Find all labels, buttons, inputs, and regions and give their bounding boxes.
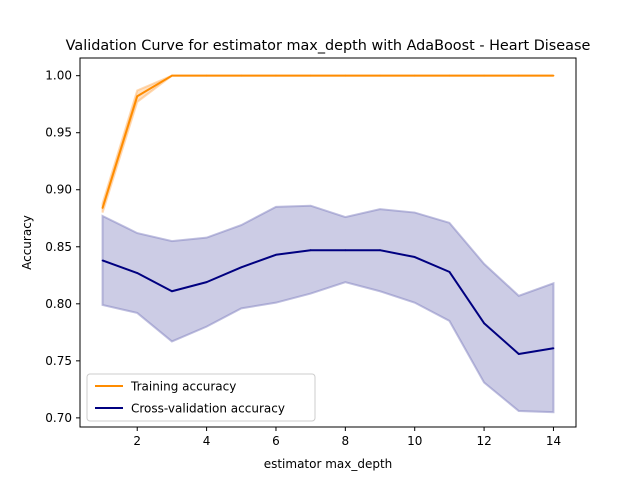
point-cross-validation-accuracy [448,270,451,273]
x-tick-label: 10 [407,434,422,448]
point-training-accuracy [101,207,104,209]
point-training-accuracy [240,74,243,77]
x-tick-label: 8 [342,434,350,448]
y-tick-label: 0.75 [45,354,72,368]
point-cross-validation-accuracy [517,353,520,355]
point-cross-validation-accuracy [136,272,139,274]
point-cross-validation-accuracy [275,253,277,256]
y-axis: 0.70 0.75 0.80 0.85 0.90 0.95 1.00 [45,69,80,425]
x-tick-label: 4 [203,434,211,448]
point-cross-validation-accuracy [309,249,312,252]
band-cross-validation-accuracy [101,204,555,414]
point-training-accuracy [379,74,381,77]
x-tick-label: 2 [133,434,141,448]
plot-area [101,74,555,414]
point-training-accuracy [483,74,485,77]
point-cross-validation-accuracy [379,249,381,252]
legend-box [86,373,316,422]
y-tick-label: 0.95 [45,126,72,140]
y-tick-label: 0.85 [45,240,72,254]
point-cross-validation-accuracy [171,290,173,293]
point-cross-validation-accuracy [344,249,347,252]
y-tick-label: 0.90 [45,183,72,197]
legend-label-training: Training accuracy [130,380,236,394]
point-training-accuracy [275,74,277,77]
point-training-accuracy [413,74,416,77]
x-axis: 2 4 6 8 10 12 14 [133,427,561,448]
point-cross-validation-accuracy [101,259,104,262]
y-tick-label: 0.80 [45,297,72,311]
y-axis-label: Accuracy [20,215,34,270]
point-training-accuracy [552,74,555,77]
point-training-accuracy [517,74,520,77]
x-tick-label: 12 [476,434,491,448]
point-cross-validation-accuracy [413,256,416,258]
x-tick-label: 6 [272,434,280,448]
point-training-accuracy [309,74,312,77]
axes-frame [79,57,577,428]
point-training-accuracy [344,74,347,77]
x-axis-label: estimator max_depth [264,457,393,471]
legend: Training accuracy Cross-validation accur… [86,373,316,422]
line-cross-validation-accuracy [102,249,554,355]
chart-title: Validation Curve for estimator max_depth… [66,38,591,54]
point-cross-validation-accuracy [240,266,243,269]
point-cross-validation-accuracy [205,281,208,284]
point-training-accuracy [171,74,173,77]
y-tick-label: 0.70 [45,411,72,425]
point-training-accuracy [448,74,451,77]
legend-label-cross-validation: Cross-validation accuracy [131,402,285,416]
point-cross-validation-accuracy [483,322,485,325]
x-tick-label: 14 [546,434,561,448]
point-training-accuracy [136,95,139,98]
point-cross-validation-accuracy [552,347,555,350]
point-training-accuracy [205,74,208,77]
line-training-accuracy [101,74,554,209]
y-tick-label: 1.00 [45,69,72,83]
